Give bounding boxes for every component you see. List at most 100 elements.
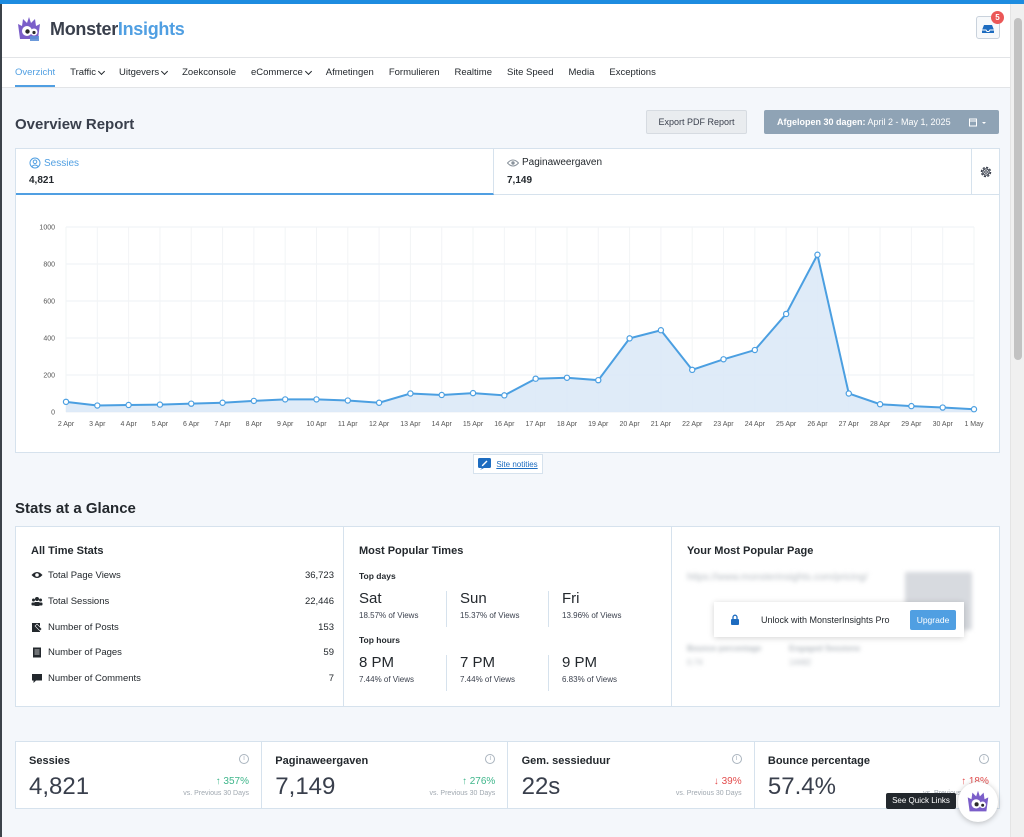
nav-item-traffic[interactable]: Traffic: [70, 58, 106, 87]
nav-item-label: Media: [568, 67, 595, 78]
site-notes-button[interactable]: Site notities: [473, 454, 543, 474]
page-icon: [33, 647, 41, 658]
date-range-picker[interactable]: Afgelopen 30 dagen: April 2 - May 1, 202…: [764, 110, 999, 134]
divider: [446, 655, 447, 691]
monster-logo-icon: [18, 17, 40, 41]
export-pdf-button[interactable]: Export PDF Report: [646, 110, 747, 134]
chevron-down-icon: [97, 67, 106, 75]
blurred-label-engaged: Engaged Sessions: [789, 644, 861, 653]
popular-page: Your Most Popular Page https://www.monst…: [672, 527, 999, 706]
data-point: [751, 346, 759, 354]
x-tick-label: 28 Apr: [870, 421, 891, 428]
nav-item-ecommerce[interactable]: eCommerce: [251, 58, 312, 87]
stat-row: Number of Pages 59: [31, 647, 334, 658]
y-tick-label: 1000: [39, 225, 55, 232]
scrollbar-thumb[interactable]: [1014, 18, 1022, 360]
x-tick-label: 29 Apr: [901, 421, 922, 428]
date-range-prefix: Afgelopen 30 dagen:: [777, 117, 866, 127]
chart-settings-button[interactable]: [972, 149, 1000, 195]
nav-item-label: Exceptions: [609, 67, 656, 78]
nav-item-label: Formulieren: [388, 67, 440, 78]
x-tick-label: 4 Apr: [120, 421, 137, 428]
data-point: [438, 391, 445, 399]
nav-item-exceptions[interactable]: Exceptions: [609, 58, 655, 87]
notification-badge: 5: [991, 11, 1004, 24]
stat-label: Number of Pages: [48, 647, 122, 659]
admin-left-edge: [0, 4, 2, 837]
stat-row: Number of Comments 7: [31, 673, 334, 684]
data-point: [595, 376, 602, 384]
nav-item-formulieren[interactable]: Formulieren: [389, 58, 440, 87]
data-point: [219, 399, 226, 406]
x-tick-label: 26 Apr: [807, 421, 828, 428]
popular-day: Fri 13.96% of Views: [562, 590, 662, 620]
glance-card: All Time Stats Total Page Views 36,723 Tot…: [15, 526, 1000, 707]
kpi-compare-label: vs. Previous 30 Days: [675, 790, 742, 797]
popular-hour: 7 PM 7.44% of Views: [460, 654, 560, 684]
kpi-value: 4,821: [29, 773, 90, 800]
info-icon[interactable]: i: [485, 754, 496, 764]
arrow-up-icon: ↑: [461, 776, 470, 787]
unlock-text: Unlock with MonsterInsights Pro: [761, 614, 890, 625]
info-icon[interactable]: i: [239, 754, 249, 764]
admin-top-bar: [0, 0, 1024, 4]
x-tick-label: 22 Apr: [682, 421, 703, 428]
data-point: [94, 402, 101, 409]
tab-pageviews[interactable]: Paginaweergaven 7,149: [494, 149, 972, 195]
y-tick-label: 800: [43, 262, 55, 269]
stat-label: Number of Comments: [48, 673, 141, 685]
eye-icon: [507, 159, 519, 166]
y-tick-label: 0: [51, 410, 55, 417]
nav-item-media[interactable]: Media: [568, 58, 594, 87]
blurred-page-url: https://www.monsterinsights.com/pricing/: [687, 572, 868, 583]
arrow-up-icon: ↑: [215, 776, 224, 787]
data-point: [970, 406, 978, 413]
data-point: [188, 400, 195, 407]
report-nav: Overzicht Traffic Uitgevers Zoekconsole eCom…: [2, 58, 1010, 88]
data-point: [563, 374, 571, 381]
blurred-value-bounce: 0.74: [687, 658, 703, 667]
info-icon[interactable]: i: [978, 754, 989, 764]
data-point: [375, 399, 383, 406]
divider: [548, 591, 549, 627]
x-tick-label: 14 Apr: [432, 421, 453, 428]
sessions-line-chart: 0 200 400 600 800 1000 2 Apr 3 Apr 4 Apr 5 Apr 6 A…: [39, 225, 984, 429]
nav-item-zoekconsole[interactable]: Zoekconsole: [182, 58, 236, 87]
stat-label: Number of Posts: [48, 621, 119, 633]
data-point: [689, 366, 696, 374]
popular-time-name: Sat: [359, 590, 382, 607]
page-scrollbar[interactable]: [1010, 4, 1024, 837]
nav-item-label: Overzicht: [15, 67, 56, 78]
nav-item-realtime[interactable]: Realtime: [455, 58, 493, 87]
tab-sessions[interactable]: Sessies 4,821: [16, 149, 494, 195]
site-notes-label: Site notities: [496, 459, 538, 469]
kpi-paginaweergaven: Paginaweergaven 7,149 i ↑ 276% vs. Previous …: [262, 742, 509, 808]
x-tick-label: 13 Apr: [400, 421, 421, 428]
comment-icon: [32, 674, 42, 684]
kpi-gem-sessieduur: Gem. sessieduur 22s i ↓ 39% vs. Previous 30 …: [509, 742, 755, 808]
x-tick-label: 30 Apr: [933, 421, 954, 428]
plugin-header: MonsterInsights 5: [2, 4, 1010, 58]
data-point: [469, 389, 477, 397]
nav-item-uitgevers[interactable]: Uitgevers: [119, 58, 169, 87]
quick-links-button[interactable]: [958, 782, 998, 822]
upgrade-button[interactable]: Upgrade: [910, 610, 956, 630]
notifications-button[interactable]: 5: [976, 11, 1004, 39]
kpi-title: Paginaweergaven: [275, 755, 369, 767]
monster-mascot-icon: [967, 790, 989, 812]
popular-time-pct: 6.83% of Views: [562, 675, 617, 684]
data-point: [344, 397, 351, 404]
x-tick-label: 11 Apr: [338, 421, 358, 428]
data-point: [782, 310, 790, 318]
x-tick-label: 21 Apr: [651, 421, 672, 428]
popular-time-pct: 15.37% of Views: [460, 611, 520, 620]
divider: [548, 655, 549, 691]
x-tick-label: 18 Apr: [557, 421, 578, 428]
info-icon[interactable]: i: [731, 754, 742, 764]
nav-item-afmetingen[interactable]: Afmetingen: [326, 58, 374, 87]
data-point: [250, 397, 258, 405]
top-days-label: Top days: [359, 571, 396, 581]
nav-item-site-speed[interactable]: Site Speed: [507, 58, 553, 87]
x-tick-label: 3 Apr: [89, 421, 106, 428]
nav-item-overzicht[interactable]: Overzicht: [15, 58, 56, 87]
